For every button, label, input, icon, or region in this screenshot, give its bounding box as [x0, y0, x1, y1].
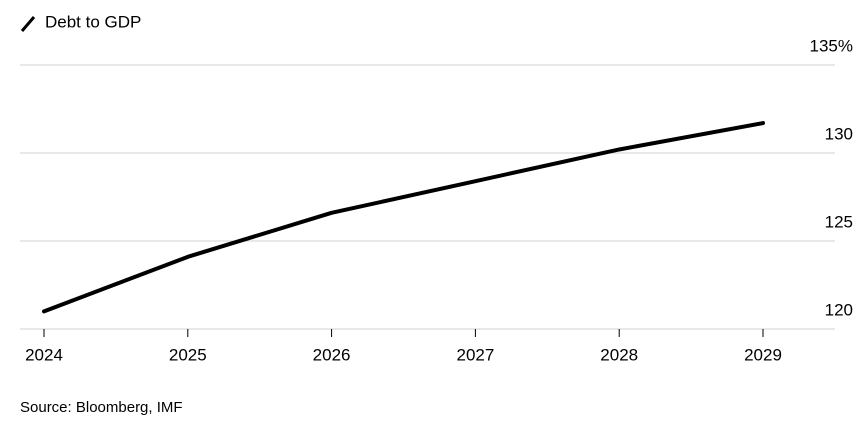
y-tick-label: 125	[825, 212, 853, 231]
legend-label: Debt to GDP	[45, 12, 141, 31]
y-tick-label: 135%	[810, 36, 853, 55]
y-tick-label: 130	[825, 124, 853, 143]
x-tick-label: 2027	[456, 345, 494, 364]
x-tick-label: 2025	[169, 345, 207, 364]
x-tick-label: 2028	[600, 345, 638, 364]
x-tick-label: 2029	[744, 345, 782, 364]
x-tick-label: 2024	[25, 345, 63, 364]
line	[42, 121, 765, 314]
legend-swatch	[20, 16, 36, 32]
y-tick-label: 120	[825, 300, 853, 319]
source: Source: Bloomberg, IMF	[20, 399, 183, 416]
x-tick-label: 2026	[313, 345, 351, 364]
